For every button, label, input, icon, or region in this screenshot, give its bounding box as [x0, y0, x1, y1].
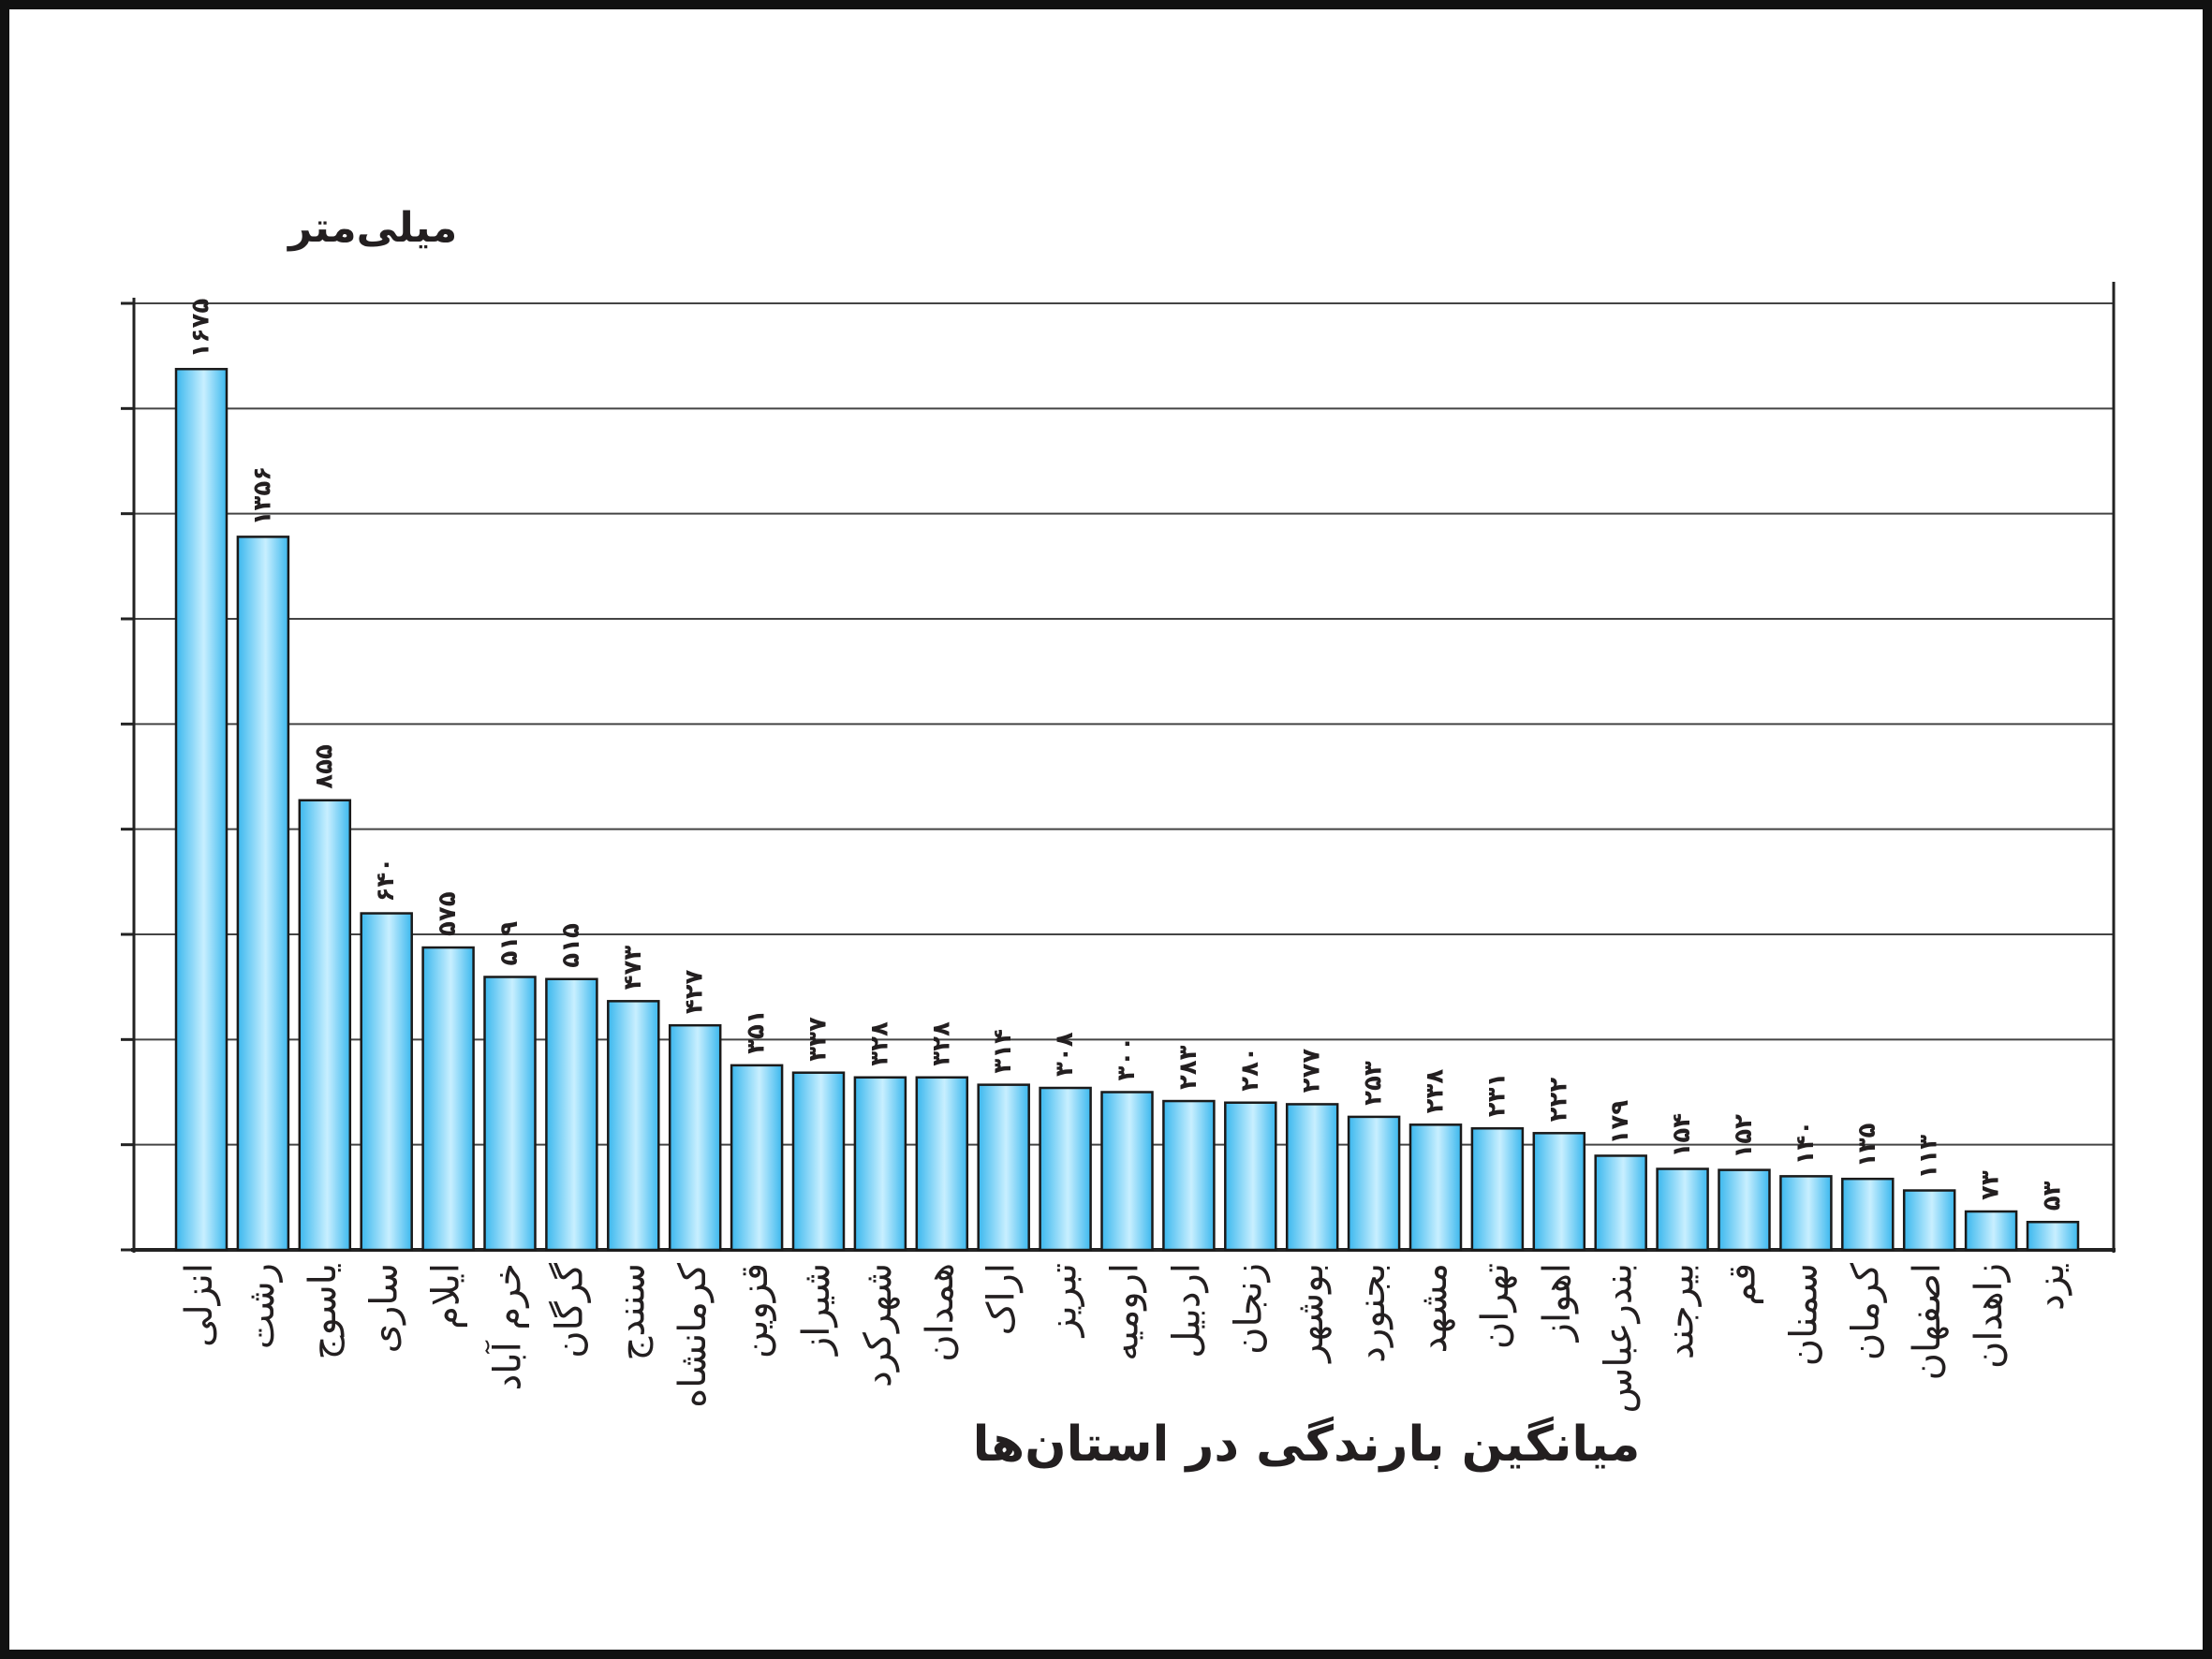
bar	[360, 912, 413, 1252]
bar	[1039, 1086, 1092, 1252]
value-label: ۸۵۵	[310, 744, 338, 789]
value-label: ۲۳۱	[1482, 1073, 1511, 1118]
value-label: ۳۰۰	[1113, 1036, 1141, 1081]
x-tick-label: سمنان	[1782, 1263, 1825, 1366]
x-tick-label: شیراز	[795, 1263, 838, 1357]
x-tick-label: گرگان	[548, 1262, 591, 1358]
x-tick-label: کرمان	[1844, 1262, 1887, 1360]
bar	[853, 1076, 907, 1252]
bar	[1532, 1132, 1586, 1252]
x-tick-label: زنجان	[1227, 1263, 1270, 1355]
x-tick-label: اهواز	[1536, 1263, 1579, 1343]
bar	[1841, 1177, 1895, 1252]
x-tick-label: رشت	[240, 1263, 283, 1349]
value-label: ۳۲۸	[927, 1021, 955, 1066]
x-tick-label: قم	[1721, 1263, 1764, 1306]
x-tick-label: همدان	[919, 1263, 962, 1362]
bar	[545, 977, 598, 1252]
x-tick-label: انزلی	[178, 1263, 221, 1347]
value-label: ۲۷۷	[1298, 1049, 1326, 1094]
value-label: ۴۲۷	[681, 969, 709, 1014]
x-tick-label: مشهد	[1412, 1263, 1455, 1354]
value-label: ۱۵۴	[1668, 1113, 1696, 1158]
value-label: ۳۳۷	[804, 1017, 833, 1062]
x-tick-label: اصفهان	[1906, 1263, 1949, 1380]
bar	[2026, 1220, 2080, 1252]
x-tick-label: ساری	[363, 1263, 406, 1353]
y-axis-label: میلی‌متر	[287, 204, 457, 252]
value-label: ۲۲۲	[1544, 1078, 1572, 1123]
x-tick-label: اراک	[981, 1263, 1024, 1335]
bar	[174, 367, 229, 1252]
bar	[483, 976, 537, 1252]
x-tick-label: خرم آباد	[485, 1263, 530, 1391]
value-label: ۳۵۱	[743, 1009, 771, 1054]
bar	[1594, 1154, 1647, 1252]
value-label: ۲۳۸	[1422, 1069, 1450, 1114]
x-tick-label: بوشهر	[1289, 1263, 1332, 1364]
bar	[1902, 1189, 1956, 1252]
value-label: ۷۳	[1977, 1170, 2005, 1200]
value-label: ۳۱۴	[989, 1029, 1017, 1074]
x-tick-label: یزد	[2029, 1263, 2072, 1311]
bar	[668, 1023, 722, 1252]
x-tick-label: تبریز	[1042, 1263, 1085, 1338]
bar	[730, 1064, 784, 1252]
bar	[1718, 1168, 1771, 1252]
bar	[298, 799, 352, 1252]
bar	[421, 946, 475, 1252]
bar	[1100, 1091, 1154, 1252]
value-label: ۵۱۵	[557, 923, 585, 968]
bar	[1162, 1099, 1216, 1252]
value-label: ۱۳۵۶	[248, 466, 276, 525]
bar	[607, 1000, 660, 1252]
value-label: ۱۳۵	[1853, 1123, 1881, 1167]
bar	[1656, 1167, 1709, 1252]
value-label: ۳۰۸	[1051, 1032, 1079, 1077]
x-tick-label: یاسوج	[302, 1263, 346, 1359]
value-label: ۳۲۸	[865, 1021, 893, 1066]
value-label: ۲۸۰	[1236, 1047, 1264, 1092]
bar	[791, 1071, 846, 1252]
bar	[1779, 1175, 1833, 1252]
x-tick-label: بیرجند	[1659, 1263, 1703, 1359]
x-tick-label: ارومیه	[1104, 1263, 1147, 1361]
x-tick-label: شهرکرد	[857, 1263, 900, 1387]
bar	[1408, 1123, 1463, 1252]
x-tick-label: بجنورد	[1350, 1263, 1394, 1363]
bar	[915, 1076, 969, 1252]
value-label: ۵۱۹	[495, 921, 524, 966]
value-label: ۱۷۹	[1606, 1100, 1634, 1145]
value-label: ۱۵۲	[1730, 1114, 1758, 1159]
value-label: ۶۴۰	[372, 858, 400, 903]
value-label: ۲۵۳	[1360, 1061, 1388, 1106]
x-tick-label: کرمانشاه	[671, 1262, 715, 1408]
x-tick-label: ایلام	[425, 1263, 468, 1329]
x-axis-title: میانگین بارندگی در استان‌ها	[973, 1416, 1641, 1473]
bar	[977, 1083, 1030, 1252]
value-label: ۱۱۳	[1915, 1135, 1943, 1180]
value-label: ۱۶۷۵	[187, 299, 215, 359]
x-tick-label: زاهدان	[1968, 1263, 2011, 1369]
value-label: ۴۷۳	[619, 946, 647, 991]
value-label: ۵۷۵	[434, 891, 462, 936]
bar	[1964, 1210, 2018, 1252]
value-label: ۲۸۳	[1174, 1045, 1202, 1090]
bar	[1347, 1115, 1401, 1252]
x-tick-label: بندرعباس	[1598, 1263, 1641, 1413]
x-tick-label: تهران	[1474, 1263, 1517, 1349]
bar	[236, 536, 290, 1252]
bar	[1224, 1101, 1277, 1252]
value-label: ۵۳	[2039, 1181, 2067, 1211]
x-tick-label: سنندج	[610, 1263, 654, 1360]
value-label: ۱۴۰	[1792, 1121, 1820, 1166]
bar	[1470, 1127, 1525, 1252]
bar	[1285, 1103, 1339, 1252]
x-tick-label: اردبیل	[1165, 1263, 1208, 1358]
x-tick-label: قزوین	[733, 1263, 776, 1358]
